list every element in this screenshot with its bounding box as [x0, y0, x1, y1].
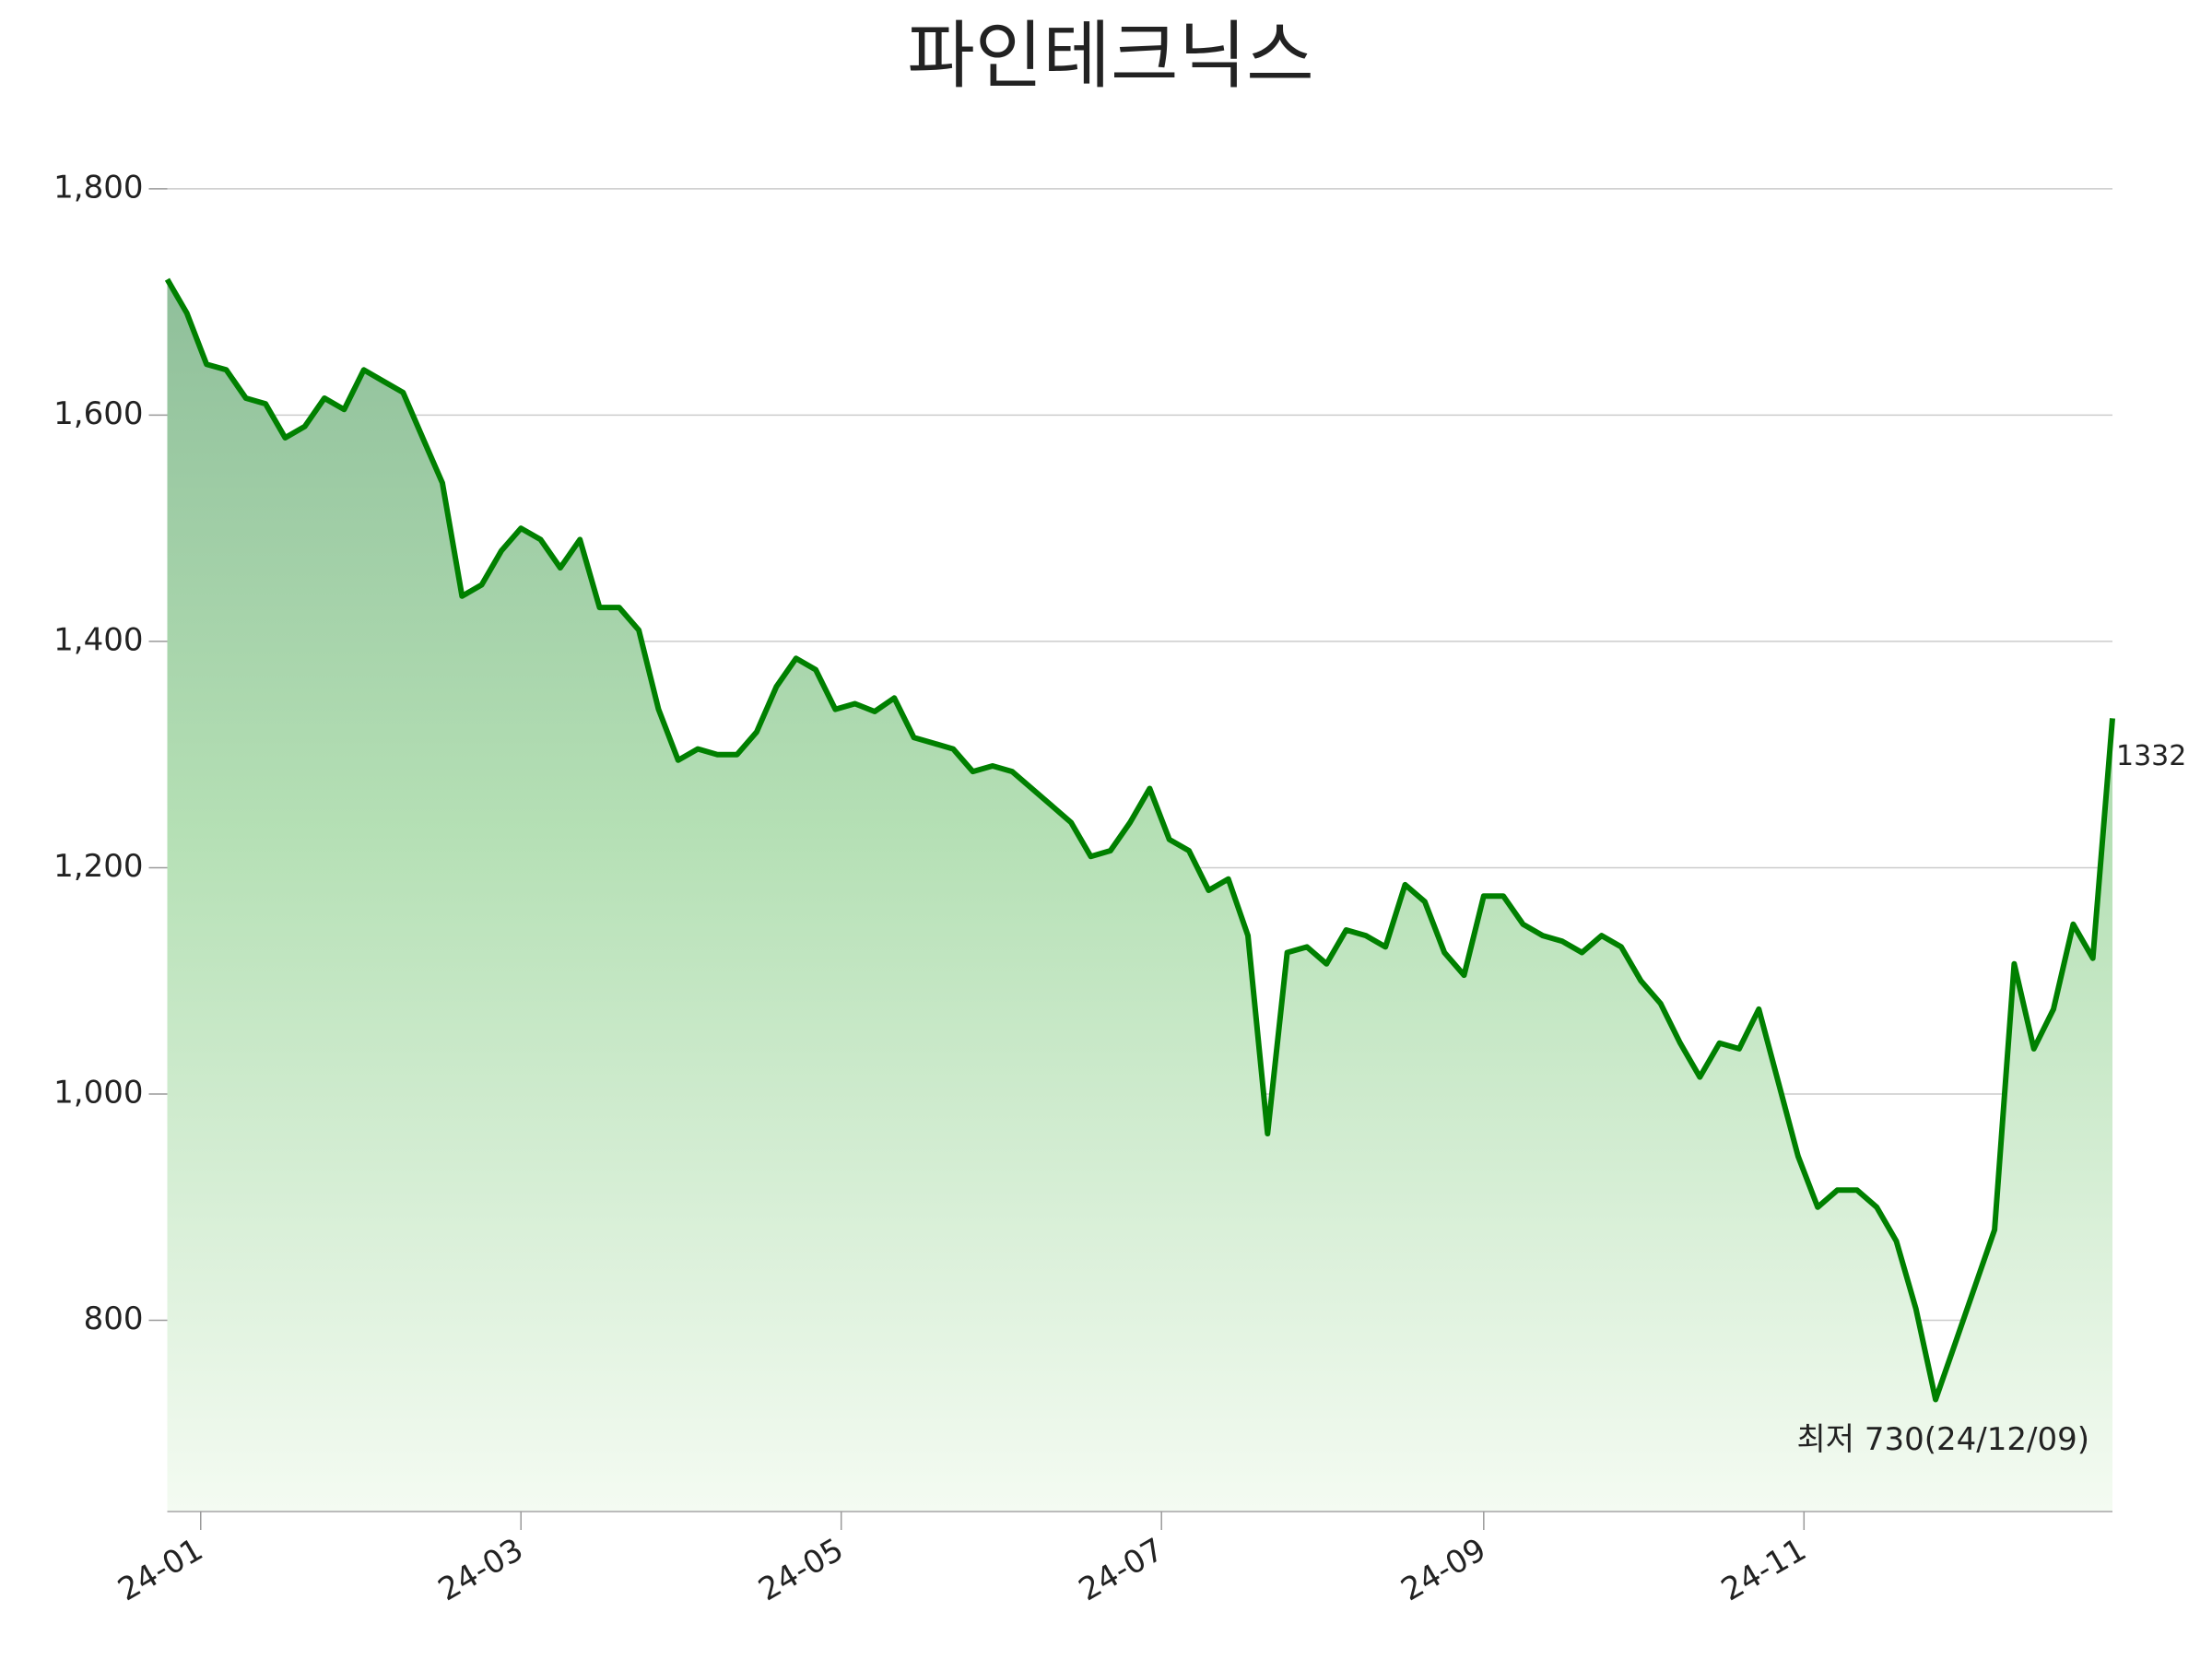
x-tick-label: 24-05: [752, 1531, 850, 1608]
x-tick-label: 24-09: [1395, 1531, 1493, 1608]
y-tick-label: 1,400: [53, 621, 143, 658]
y-tick-label: 800: [84, 1300, 144, 1337]
annotation: 최저 730(24/12/09): [1797, 1421, 2090, 1458]
area-fill: [167, 279, 2112, 1512]
price-line: [164, 277, 2115, 1403]
annotation: 1332: [2116, 740, 2186, 772]
y-tick-label: 1,600: [53, 395, 143, 432]
x-tick-label: 24-01: [112, 1531, 209, 1608]
chart-title: 파인테크닉스: [907, 13, 1314, 99]
x-tick-label: 24-03: [432, 1531, 530, 1608]
y-tick-label: 1,200: [53, 848, 143, 885]
y-tick-label: 1,800: [53, 169, 143, 206]
y-tick-label: 1,000: [53, 1074, 143, 1111]
x-tick-label: 24-11: [1715, 1531, 1813, 1608]
x-tick-label: 24-07: [1073, 1531, 1171, 1608]
